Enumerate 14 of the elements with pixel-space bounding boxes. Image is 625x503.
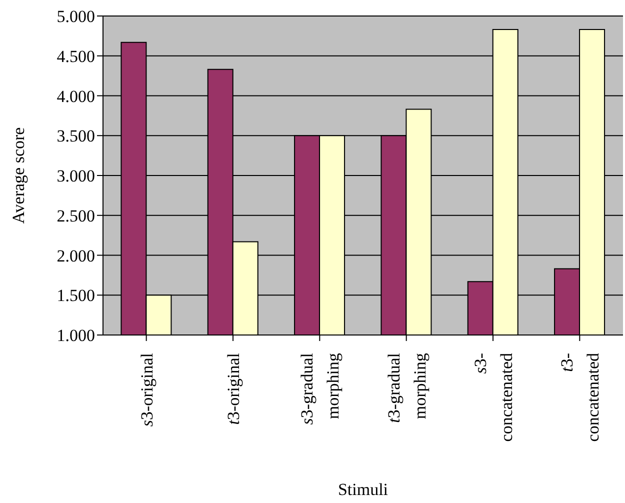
x-tick-label: s3-original xyxy=(137,352,156,427)
y-tick-label: 4.500 xyxy=(56,46,95,66)
y-tick-label: 2.000 xyxy=(56,246,95,266)
y-tick-label: 3.500 xyxy=(56,126,95,146)
y-tick-label: 2.500 xyxy=(56,206,95,226)
y-tick-label: 1.000 xyxy=(56,326,95,346)
x-tick-label: t3-original xyxy=(224,352,243,425)
y-tick-label: 1.500 xyxy=(56,286,95,306)
y-tick-label: 3.000 xyxy=(56,166,95,186)
y-tick-label: 4.000 xyxy=(56,86,95,106)
y-tick-label: 5.000 xyxy=(56,7,95,26)
x-tick-label: s3-gradual morphing xyxy=(298,352,343,425)
y-axis-title: Average score xyxy=(9,127,28,224)
x-axis-title: Stimuli xyxy=(338,480,388,499)
